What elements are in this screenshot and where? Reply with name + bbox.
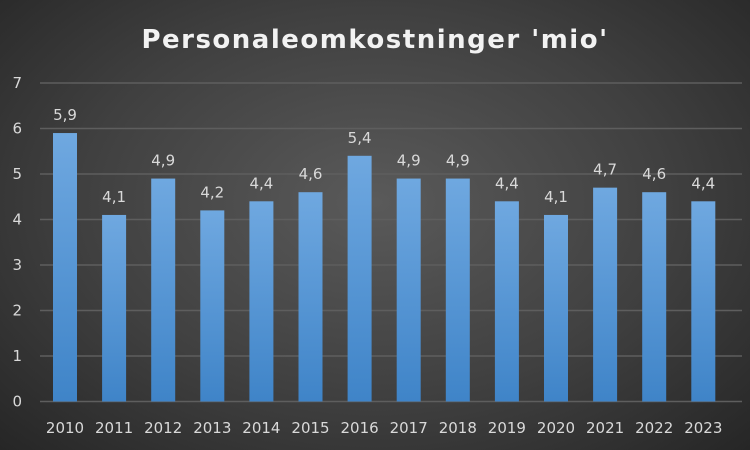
bar-2020 xyxy=(544,214,568,402)
x-tick-label: 2010 xyxy=(46,419,84,437)
bar-2014 xyxy=(249,201,274,402)
x-tick-label: 2011 xyxy=(95,419,133,437)
y-tick-label: 0 xyxy=(12,393,22,411)
bar-2012 xyxy=(151,178,176,402)
x-tick-label: 2020 xyxy=(537,419,575,437)
x-tick-label: 2015 xyxy=(291,419,329,437)
data-label: 4,4 xyxy=(495,174,519,192)
data-label: 4,9 xyxy=(151,152,175,170)
x-tick-label: 2017 xyxy=(390,419,428,437)
bar-2022 xyxy=(642,192,667,402)
data-label: 4,6 xyxy=(299,165,323,183)
x-tick-label: 2022 xyxy=(635,419,673,437)
y-tick-label: 1 xyxy=(12,347,22,365)
x-tick-label: 2016 xyxy=(341,419,379,437)
x-tick-label: 2019 xyxy=(488,419,526,437)
x-tick-label: 2013 xyxy=(193,419,231,437)
x-tick-label: 2014 xyxy=(242,419,280,437)
bar-2018 xyxy=(445,178,470,402)
data-label: 4,4 xyxy=(249,174,273,192)
y-tick-label: 2 xyxy=(12,302,22,320)
data-label: 4,9 xyxy=(446,152,470,170)
bar-2011 xyxy=(102,214,127,402)
data-label: 5,9 xyxy=(53,106,77,124)
data-label: 4,9 xyxy=(397,152,421,170)
x-tick-label: 2018 xyxy=(439,419,477,437)
y-tick-label: 5 xyxy=(12,165,22,183)
data-label: 4,7 xyxy=(593,161,617,179)
data-label: 4,1 xyxy=(544,188,568,206)
y-tick-label: 4 xyxy=(12,211,22,229)
bar-2023 xyxy=(691,201,716,402)
x-tick-label: 2023 xyxy=(684,419,722,437)
bar-2021 xyxy=(593,187,618,402)
y-tick-label: 6 xyxy=(12,120,22,138)
bar-2010 xyxy=(53,133,77,402)
bar-2019 xyxy=(494,201,519,402)
data-label: 4,2 xyxy=(200,183,224,201)
x-tick-label: 2021 xyxy=(586,419,624,437)
y-tick-label: 7 xyxy=(12,74,22,92)
data-label: 5,4 xyxy=(348,129,372,147)
y-tick-label: 3 xyxy=(12,256,22,274)
data-label: 4,1 xyxy=(102,188,126,206)
bar-2016 xyxy=(347,155,372,402)
bar-2017 xyxy=(396,178,421,402)
data-label: 4,6 xyxy=(642,165,666,183)
bar-2013 xyxy=(200,210,225,402)
x-tick-label: 2012 xyxy=(144,419,182,437)
data-label: 4,4 xyxy=(691,174,715,192)
bar-2015 xyxy=(298,192,323,402)
chart-title: Personaleomkostninger 'mio' xyxy=(141,25,608,55)
